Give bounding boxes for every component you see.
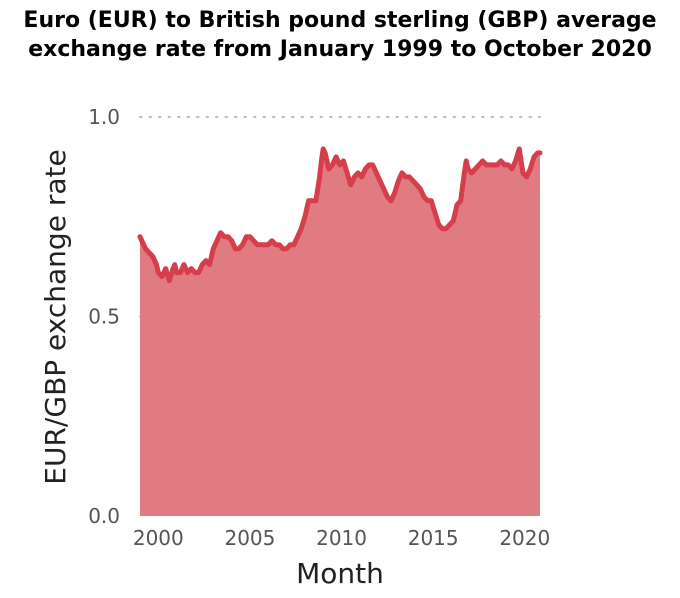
y-tick-label: 0.5 [88, 305, 120, 329]
series-line [137, 146, 543, 284]
area-layer [140, 148, 540, 516]
x-tick-label: 2015 [408, 526, 459, 550]
y-tick-label: 1.0 [88, 105, 120, 129]
x-tick-label: 2010 [316, 526, 367, 550]
chart-title: Euro (EUR) to British pound sterling (GB… [23, 8, 657, 62]
x-tick-label: 2005 [224, 526, 275, 550]
line-layer [137, 146, 543, 284]
y-tick-label: 0.0 [88, 504, 120, 528]
y-tick-labels: 0.0 0.5 1.0 [88, 105, 120, 528]
x-tick-label: 2000 [133, 526, 184, 550]
x-tick-labels: 2000 2005 2010 2015 2020 [133, 526, 550, 550]
x-axis-label: Month [296, 557, 384, 590]
x-tick-label: 2020 [499, 526, 550, 550]
area-fill [140, 148, 540, 516]
y-axis-label: EUR/GBP exchange rate [39, 149, 72, 484]
